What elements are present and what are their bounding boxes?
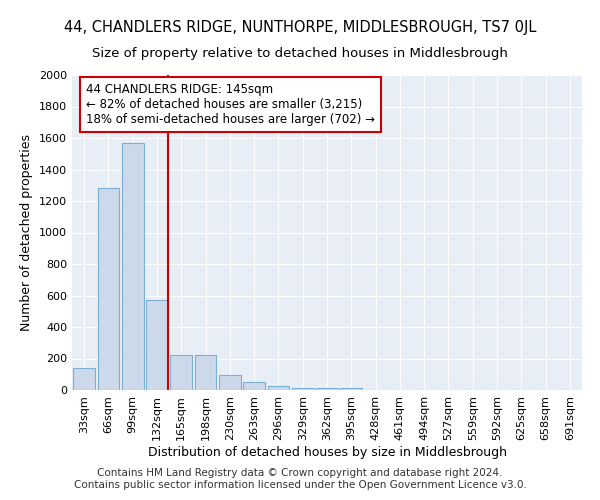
Bar — [268, 386, 289, 390]
Bar — [316, 388, 338, 390]
Text: 44, CHANDLERS RIDGE, NUNTHORPE, MIDDLESBROUGH, TS7 0JL: 44, CHANDLERS RIDGE, NUNTHORPE, MIDDLESB… — [64, 20, 536, 35]
Bar — [146, 300, 168, 390]
Y-axis label: Number of detached properties: Number of detached properties — [20, 134, 34, 331]
Text: 44 CHANDLERS RIDGE: 145sqm
← 82% of detached houses are smaller (3,215)
18% of s: 44 CHANDLERS RIDGE: 145sqm ← 82% of deta… — [86, 83, 375, 126]
Text: Size of property relative to detached houses in Middlesbrough: Size of property relative to detached ho… — [92, 48, 508, 60]
Bar — [243, 382, 265, 390]
Bar — [170, 356, 192, 390]
Bar — [219, 375, 241, 390]
Bar — [292, 388, 314, 390]
Bar — [97, 188, 119, 390]
Bar — [122, 142, 143, 390]
Bar — [194, 356, 217, 390]
Bar — [340, 388, 362, 390]
Bar — [73, 368, 95, 390]
X-axis label: Distribution of detached houses by size in Middlesbrough: Distribution of detached houses by size … — [148, 446, 506, 458]
Text: Contains HM Land Registry data © Crown copyright and database right 2024.
Contai: Contains HM Land Registry data © Crown c… — [74, 468, 526, 490]
